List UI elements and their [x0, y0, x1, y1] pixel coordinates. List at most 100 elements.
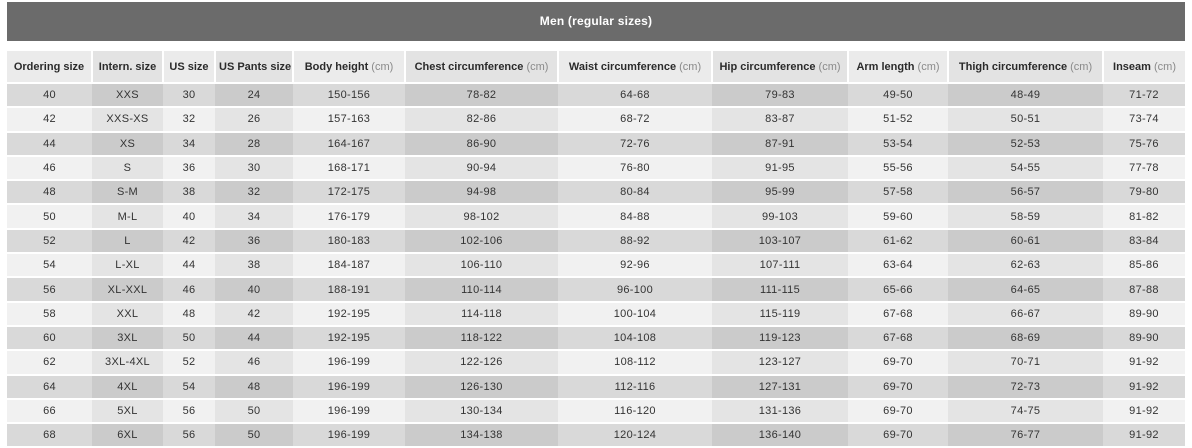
- table-cell: 134-138: [405, 423, 558, 448]
- table-cell: 88-92: [558, 228, 712, 255]
- table-row-size-60: 60 3XL 50 44 192-195 118-122 104-108 119-123 67-…: [7, 325, 1185, 352]
- column-header-label: Hip circumference: [719, 60, 816, 73]
- table-cell: 3XL: [92, 325, 163, 352]
- table-cell: 196-199: [293, 423, 405, 448]
- table-cell: 50: [7, 204, 92, 230]
- table-cell: 70-71: [948, 350, 1103, 376]
- table-cell: 60: [7, 325, 92, 352]
- table-cell: 176-179: [293, 204, 405, 230]
- table-cell: 79-80: [1103, 180, 1185, 206]
- table-cell: 136-140: [712, 423, 848, 448]
- table-cell: 192-195: [293, 301, 405, 327]
- table-row-size-56: 56 XL-XXL 46 40 188-191 110-114 96-100 111-115 6…: [7, 277, 1185, 303]
- mens-size-table: Ordering size Intern. size US size US Pants…: [7, 51, 1185, 448]
- table-cell: 3XL-4XL: [92, 350, 163, 376]
- table-cell: 94-98: [405, 180, 558, 206]
- table-cell: L-XL: [92, 253, 163, 279]
- table-cell: 58: [7, 301, 92, 327]
- table-cell: 49-50: [848, 83, 948, 109]
- table-cell: XS: [92, 131, 163, 157]
- table-cell: 126-130: [405, 374, 558, 400]
- table-cell: 67-68: [848, 301, 948, 327]
- table-row-size-64: 64 4XL 54 48 196-199 126-130 112-116 127-131 69-…: [7, 374, 1185, 400]
- table-row-size-66: 66 5XL 56 50 196-199 130-134 116-120 131-136 69-…: [7, 398, 1185, 425]
- column-header-label: Body height: [304, 60, 369, 73]
- table-cell: 74-75: [948, 398, 1103, 425]
- table-cell: 89-90: [1103, 325, 1185, 352]
- column-header-unit: (cm): [676, 60, 702, 73]
- table-cell: 40: [163, 204, 215, 230]
- table-cell: 72-73: [948, 374, 1103, 400]
- column-header-label: Ordering size: [13, 60, 85, 73]
- table-cell: 64-68: [558, 83, 712, 109]
- column-header-intern-size: Intern. size: [91, 51, 163, 84]
- table-cell: 108-112: [558, 350, 712, 376]
- table-cell: 69-70: [848, 423, 948, 448]
- table-cell: 77-78: [1103, 155, 1185, 182]
- table-cell: 150-156: [293, 83, 405, 109]
- table-cell: 60-61: [948, 228, 1103, 255]
- table-cell: 67-68: [848, 325, 948, 352]
- table-cell: 69-70: [848, 398, 948, 425]
- table-cell: 84-88: [558, 204, 712, 230]
- table-cell: 44: [215, 325, 293, 352]
- table-cell: 87-91: [712, 131, 848, 157]
- table-header-row: Ordering size Intern. size US size US Pants…: [7, 51, 1185, 84]
- column-header-body-height: Body height (cm): [292, 51, 405, 84]
- table-cell: 36: [163, 155, 215, 182]
- table-cell: XXS: [92, 83, 163, 109]
- table-cell: 59-60: [848, 204, 948, 230]
- column-header-thigh-circumference: Thigh circumference (cm): [947, 51, 1103, 84]
- table-cell: 115-119: [712, 301, 848, 327]
- table-cell: 122-126: [405, 350, 558, 376]
- table-cell: 99-103: [712, 204, 848, 230]
- column-header-unit: (cm): [368, 60, 394, 73]
- table-cell: 172-175: [293, 180, 405, 206]
- table-cell: 69-70: [848, 350, 948, 376]
- table-row-size-40: 40 XXS 30 24 150-156 78-82 64-68 79-83 49-50 48-4…: [7, 83, 1185, 109]
- table-row-size-58: 58 XXL 48 42 192-195 114-118 100-104 115-119 67-…: [7, 301, 1185, 327]
- table-cell: 76-77: [948, 423, 1103, 448]
- column-header-unit: (cm): [1067, 60, 1093, 73]
- table-cell: 56: [163, 423, 215, 448]
- table-cell: 38: [215, 253, 293, 279]
- table-cell: 68-72: [558, 107, 712, 133]
- table-cell: 54: [7, 253, 92, 279]
- table-cell: L: [92, 228, 163, 255]
- table-cell: 32: [215, 180, 293, 206]
- table-cell: XXS-XS: [92, 107, 163, 133]
- table-cell: 73-74: [1103, 107, 1185, 133]
- table-cell: 34: [215, 204, 293, 230]
- table-cell: 91-92: [1103, 374, 1185, 400]
- table-cell: 66: [7, 398, 92, 425]
- table-cell: 44: [7, 131, 92, 157]
- table-cell: 188-191: [293, 277, 405, 303]
- table-cell: 40: [215, 277, 293, 303]
- table-cell: 42: [163, 228, 215, 255]
- table-cell: 55-56: [848, 155, 948, 182]
- table-cell: 68: [7, 423, 92, 448]
- table-cell: 92-96: [558, 253, 712, 279]
- table-cell: 78-82: [405, 83, 558, 109]
- column-header-inseam: Inseam (cm): [1102, 51, 1185, 84]
- table-cell: 66-67: [948, 301, 1103, 327]
- table-cell: 91-92: [1103, 398, 1185, 425]
- table-cell: 192-195: [293, 325, 405, 352]
- table-cell: 57-58: [848, 180, 948, 206]
- table-cell: 50-51: [948, 107, 1103, 133]
- table-cell: 62-63: [948, 253, 1103, 279]
- table-cell: 42: [215, 301, 293, 327]
- table-cell: 62: [7, 350, 92, 376]
- table-cell: 83-87: [712, 107, 848, 133]
- table-cell: 5XL: [92, 398, 163, 425]
- column-header-us-pants-size: US Pants size: [214, 51, 293, 84]
- column-header-unit: (cm): [815, 60, 841, 73]
- table-cell: 96-100: [558, 277, 712, 303]
- table-cell: 54-55: [948, 155, 1103, 182]
- table-cell: 102-106: [405, 228, 558, 255]
- table-cell: 58-59: [948, 204, 1103, 230]
- table-cell: 30: [215, 155, 293, 182]
- table-cell: 98-102: [405, 204, 558, 230]
- table-cell: 36: [215, 228, 293, 255]
